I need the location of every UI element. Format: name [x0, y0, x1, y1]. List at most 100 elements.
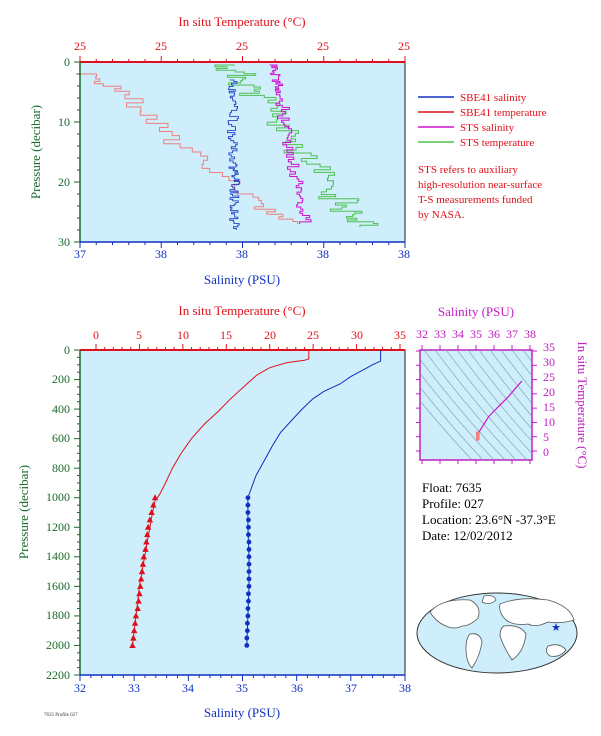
- salinity-marker: [246, 539, 252, 545]
- bottom-panel: In situ Temperature (°C) 0 5 10 15 20 25…: [16, 303, 411, 720]
- bottom-panel-temperature-axis-title: In situ Temperature (°C): [178, 303, 305, 318]
- salinity-marker: [246, 576, 252, 582]
- bottom-panel-salinity-tick-labels: 32 33 34 35 36 37 38: [74, 681, 411, 695]
- ts-series-layer: [476, 380, 523, 441]
- top-panel-pressure-axis-title: Pressure (decibar): [28, 105, 43, 199]
- ts-temp-tick-label: 30: [543, 355, 555, 369]
- salinity-marker: [246, 547, 252, 552]
- ts-temp-tick-label: 10: [543, 415, 555, 429]
- bottom-sal-tick-label: 33: [128, 681, 140, 695]
- temperature-marker: [144, 531, 151, 538]
- legend-label-sbe41-temperature: SBE41 temperature: [460, 107, 547, 119]
- bottom-temp-tick-label: 5: [136, 328, 142, 342]
- series-line-sts-salinity: [269, 64, 312, 224]
- float-id: Float: 7635: [422, 480, 482, 495]
- salinity-marker: [245, 613, 251, 619]
- density-contour: [434, 350, 528, 460]
- map-land-australia: [546, 644, 567, 657]
- density-contour: [489, 350, 532, 404]
- density-contour: [420, 400, 473, 460]
- ts-deep-point: [476, 431, 480, 435]
- bottom-panel-pressure-tick-labels: 0 200 400 600 800 1000 1200 1400 1600 18…: [46, 343, 70, 682]
- salinity-marker: [246, 532, 251, 538]
- map-land-africa: [499, 625, 527, 661]
- bottom-pressure-tick-label: 1000: [46, 490, 70, 504]
- sts-note-line: by NASA.: [418, 209, 465, 221]
- salinity-marker: [244, 628, 250, 634]
- ts-temp-tick-label: 5: [543, 430, 549, 444]
- top-legend: SBE41 salinity SBE41 temperature STS sal…: [418, 92, 547, 149]
- map-land-eurasia: [499, 598, 575, 626]
- ts-temp-tick-label: 35: [543, 340, 555, 354]
- bottom-sal-tick-label: 37: [345, 681, 357, 695]
- density-contour: [511, 350, 532, 377]
- sts-note-line: STS refers to auxiliary: [418, 164, 518, 176]
- density-contour: [420, 358, 506, 460]
- bottom-temp-tick-label: 0: [93, 328, 99, 342]
- bottom-pressure-tick-label: 1400: [46, 549, 70, 563]
- bottom-pressure-tick-label: 1200: [46, 520, 70, 534]
- ts-sal-tick-label: 34: [452, 327, 464, 341]
- top-pressure-tick-label: 10: [58, 115, 70, 129]
- temperature-marker: [151, 494, 159, 501]
- bottom-pressure-tick-label: 0: [64, 343, 70, 357]
- top-plot-area: [79, 61, 406, 243]
- salinity-marker: [246, 583, 252, 589]
- ts-salinity-tick-labels: 32 33 34 35 36 37 38: [416, 327, 536, 341]
- footnote: 7635 Profile 027: [44, 713, 78, 718]
- bottom-series-layer: [129, 350, 382, 648]
- salinity-marker: [245, 510, 251, 515]
- legend-label-sbe41-salinity: SBE41 salinity: [460, 92, 527, 104]
- salinity-marker: [246, 554, 252, 560]
- ts-sal-tick-label: 35: [470, 327, 482, 341]
- temperature-marker: [139, 560, 147, 567]
- salinity-marker: [246, 598, 251, 604]
- top-panel-pressure-tick-labels: 0 10 20 30: [58, 55, 70, 249]
- ts-temp-tick-label: 25: [543, 370, 555, 384]
- salinity-marker: [245, 495, 251, 501]
- bottom-pressure-tick-label: 2200: [46, 668, 70, 682]
- ts-density-contours: [420, 350, 532, 460]
- top-temp-tick-label: 25: [155, 39, 167, 53]
- ts-sal-tick-label: 32: [416, 327, 428, 341]
- temperature-marker: [137, 575, 145, 582]
- temperature-marker: [129, 641, 136, 648]
- top-pressure-tick-label: 20: [58, 175, 70, 189]
- ts-temperature-tick-labels: 0 5 10 15 20 25 30 35: [543, 340, 555, 459]
- salinity-marker: [245, 502, 251, 508]
- temperature-marker: [150, 501, 157, 508]
- bottom-panel-pressure-axis-title: Pressure (decibar): [16, 465, 31, 559]
- map-land-greenland: [481, 595, 497, 604]
- top-panel-temperature-tick-labels: 25 25 25 25 25: [74, 39, 410, 53]
- float-location: Location: 23.6°N -37.3°E: [422, 512, 556, 527]
- density-contour: [445, 350, 532, 454]
- map-land-south-america: [465, 633, 483, 669]
- ts-diagram: Salinity (PSU) 32 33 34 35 36 37 38 0 5 …: [416, 304, 590, 469]
- density-contour: [423, 350, 517, 460]
- temperature-marker: [135, 597, 142, 604]
- float-location-marker-icon: ★: [551, 622, 561, 634]
- temperature-marker: [131, 619, 139, 626]
- top-panel-ticks: [74, 56, 406, 248]
- top-series-layer: [75, 64, 379, 230]
- bottom-sal-tick-label: 38: [399, 681, 411, 695]
- top-sal-tick-label: 37: [74, 247, 86, 261]
- bottom-panel-ticks: [74, 344, 406, 681]
- ts-sal-tick-label: 37: [506, 327, 518, 341]
- bottom-pressure-tick-label: 600: [52, 431, 70, 445]
- temperature-marker: [137, 582, 144, 589]
- series-line-salinity: [246, 350, 382, 646]
- density-contour: [456, 350, 532, 442]
- bottom-temp-tick-label: 25: [307, 328, 319, 342]
- salinity-marker: [246, 561, 252, 567]
- bottom-sal-tick-label: 32: [74, 681, 86, 695]
- temperature-marker: [146, 516, 154, 523]
- top-pressure-tick-label: 0: [64, 55, 70, 69]
- series-line-sbe41-temperature: [75, 73, 299, 224]
- bottom-panel-salinity-axis-title: Salinity (PSU): [204, 705, 280, 720]
- density-contour: [478, 350, 532, 417]
- profile-date: Date: 12/02/2012: [422, 528, 513, 543]
- temperature-marker: [144, 523, 152, 530]
- density-contour: [467, 350, 532, 430]
- temperature-marker: [140, 553, 147, 560]
